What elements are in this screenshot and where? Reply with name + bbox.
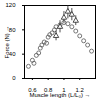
svg-text:Force (N) →: Force (N) →: [4, 26, 10, 59]
svg-text:40: 40: [9, 51, 16, 57]
svg-text:Muscle length (L/L₀) →: Muscle length (L/L₀) →: [29, 92, 90, 98]
svg-text:1: 1: [62, 86, 66, 93]
svg-text:0.6: 0.6: [28, 86, 37, 93]
svg-text:80: 80: [9, 27, 16, 33]
svg-text:1.2: 1.2: [75, 86, 84, 93]
svg-text:0.8: 0.8: [44, 86, 53, 93]
svg-text:120: 120: [5, 2, 16, 8]
svg-text:0: 0: [12, 75, 16, 81]
